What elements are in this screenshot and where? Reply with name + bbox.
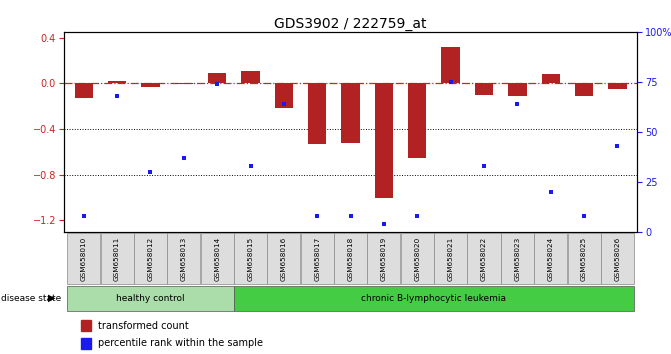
FancyBboxPatch shape <box>67 285 234 311</box>
Bar <box>142 83 160 87</box>
FancyBboxPatch shape <box>167 233 201 284</box>
Text: GSM658014: GSM658014 <box>214 236 220 280</box>
FancyBboxPatch shape <box>267 233 301 284</box>
Bar <box>375 83 393 198</box>
Text: GSM658019: GSM658019 <box>381 236 387 280</box>
FancyBboxPatch shape <box>501 233 534 284</box>
FancyBboxPatch shape <box>67 233 100 284</box>
Bar <box>208 73 226 83</box>
Text: chronic B-lymphocytic leukemia: chronic B-lymphocytic leukemia <box>362 294 507 303</box>
Text: GSM658022: GSM658022 <box>481 236 487 280</box>
Point <box>312 213 323 219</box>
Bar <box>508 83 527 96</box>
Text: GSM658018: GSM658018 <box>348 236 354 280</box>
Text: transformed count: transformed count <box>98 321 189 331</box>
Bar <box>575 83 593 96</box>
Point <box>178 155 189 161</box>
Text: GSM658021: GSM658021 <box>448 236 454 280</box>
FancyBboxPatch shape <box>234 285 634 311</box>
FancyBboxPatch shape <box>534 233 567 284</box>
Bar <box>475 83 493 95</box>
Bar <box>408 83 427 158</box>
Bar <box>442 47 460 83</box>
Point <box>212 81 223 87</box>
FancyBboxPatch shape <box>401 233 434 284</box>
Text: disease state: disease state <box>1 293 61 303</box>
Text: GSM658024: GSM658024 <box>548 236 554 280</box>
Bar <box>81 320 91 331</box>
Bar <box>174 83 193 85</box>
Text: GSM658013: GSM658013 <box>180 236 187 280</box>
Text: GSM658011: GSM658011 <box>114 236 120 280</box>
Text: GSM658012: GSM658012 <box>148 236 154 280</box>
Text: GSM658010: GSM658010 <box>81 236 87 280</box>
Bar <box>342 83 360 143</box>
FancyBboxPatch shape <box>334 233 367 284</box>
Text: GSM658026: GSM658026 <box>615 236 621 280</box>
Bar <box>609 83 627 89</box>
Point <box>446 79 456 85</box>
Bar <box>541 74 560 83</box>
Bar <box>308 83 326 144</box>
Text: GSM658025: GSM658025 <box>581 236 587 280</box>
FancyBboxPatch shape <box>368 233 401 284</box>
Bar <box>81 338 91 349</box>
FancyBboxPatch shape <box>134 233 167 284</box>
FancyBboxPatch shape <box>301 233 333 284</box>
Text: GSM658016: GSM658016 <box>281 236 287 280</box>
Bar <box>274 83 293 108</box>
Text: GSM658023: GSM658023 <box>515 236 521 280</box>
Point <box>278 101 289 107</box>
Bar <box>242 71 260 83</box>
FancyBboxPatch shape <box>434 233 467 284</box>
Point <box>145 169 156 175</box>
Point <box>478 163 489 169</box>
Text: percentile rank within the sample: percentile rank within the sample <box>98 338 263 348</box>
Point <box>546 189 556 195</box>
Bar <box>108 81 126 83</box>
Point <box>345 213 356 219</box>
FancyBboxPatch shape <box>601 233 634 284</box>
FancyBboxPatch shape <box>234 233 267 284</box>
FancyBboxPatch shape <box>201 233 234 284</box>
Text: GSM658020: GSM658020 <box>414 236 420 280</box>
Point <box>412 213 423 219</box>
Point <box>578 213 589 219</box>
FancyBboxPatch shape <box>468 233 501 284</box>
Point <box>512 101 523 107</box>
Text: ▶: ▶ <box>48 293 56 303</box>
Text: healthy control: healthy control <box>116 294 185 303</box>
Point <box>378 221 389 227</box>
Point <box>245 163 256 169</box>
Title: GDS3902 / 222759_at: GDS3902 / 222759_at <box>274 17 427 31</box>
Text: GSM658015: GSM658015 <box>248 236 254 280</box>
Text: GSM658017: GSM658017 <box>314 236 320 280</box>
Bar <box>74 83 93 98</box>
Point <box>612 143 623 149</box>
FancyBboxPatch shape <box>101 233 134 284</box>
FancyBboxPatch shape <box>568 233 601 284</box>
Point <box>79 213 89 219</box>
Point <box>112 93 123 99</box>
